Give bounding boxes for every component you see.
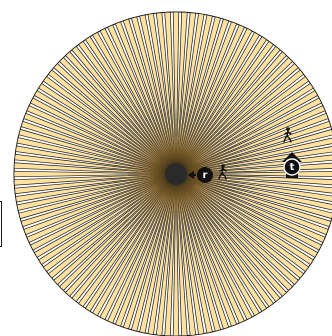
player-badge xyxy=(197,167,213,183)
center-hub xyxy=(165,163,187,185)
player-badge-letter: r xyxy=(203,170,208,181)
target-badge-letter: t xyxy=(290,162,295,173)
player-unit[interactable]: r xyxy=(188,164,227,183)
walking-person-icon xyxy=(218,164,227,180)
target-badge xyxy=(283,158,301,176)
sunburst-ray xyxy=(172,11,180,175)
sunburst-ray xyxy=(13,170,177,178)
sunburst-ray xyxy=(175,173,332,202)
left-arrow-icon xyxy=(188,171,196,179)
walking-person-icon xyxy=(283,127,292,143)
edge-panel xyxy=(0,201,2,247)
target-unit[interactable]: t xyxy=(282,127,302,178)
